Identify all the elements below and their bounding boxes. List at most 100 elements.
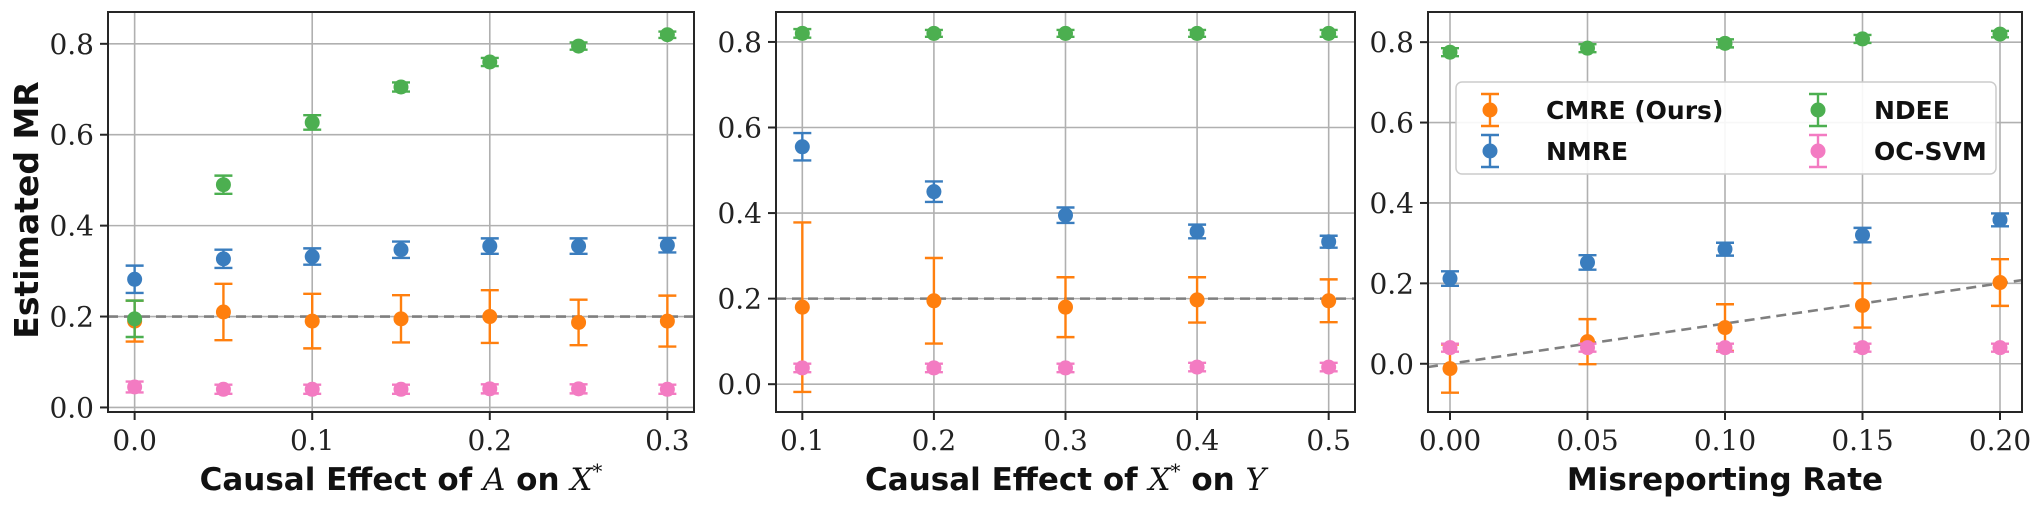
data-point: [571, 314, 587, 330]
x-tick-label: 0.15: [1831, 424, 1893, 457]
data-point: [393, 79, 409, 95]
data-point: [659, 381, 675, 397]
data-point: [393, 381, 409, 397]
legend-box: [1455, 81, 1997, 175]
x-tick-label: 0.4: [1175, 424, 1220, 457]
x-axis-label: Misreporting Rate: [1567, 462, 1883, 498]
data-point: [1855, 297, 1870, 313]
x-tick-label: 0.1: [780, 424, 825, 457]
y-tick-label: 0.8: [717, 26, 762, 59]
legend-marker: [1810, 102, 1826, 118]
axes-frame: [1427, 11, 2023, 413]
data-point: [1717, 241, 1733, 257]
y-tick-label: 0.2: [1369, 267, 1414, 300]
data-point: [1189, 359, 1205, 375]
y-tick-label: 0.0: [49, 391, 94, 424]
data-point: [571, 381, 587, 397]
series-oc-svm: [1441, 340, 2009, 356]
y-tick-label: 0.4: [49, 210, 94, 243]
data-point: [127, 379, 143, 395]
series-oc-svm: [793, 359, 1338, 376]
data-point: [794, 299, 810, 315]
data-point: [1321, 234, 1337, 250]
data-point: [1992, 212, 2008, 228]
legend: CMRE (Ours) NMRE NDEE OC-SVM: [1455, 81, 1997, 175]
data-point: [393, 311, 409, 327]
series-nmre: [125, 236, 677, 295]
data-point: [1189, 292, 1205, 308]
legend-entry: NDEE: [1809, 92, 1950, 128]
data-point: [794, 360, 810, 376]
reference-line: [1427, 278, 2023, 369]
x-tick-label: 0.5: [1306, 424, 1351, 457]
data-point: [127, 271, 143, 287]
data-point: [1321, 359, 1337, 375]
data-point: [926, 360, 942, 376]
data-point: [794, 25, 810, 41]
legend-label: OC-SVM: [1874, 137, 1987, 166]
series-oc-svm: [125, 379, 677, 397]
data-point: [659, 237, 675, 253]
legend-marker: [1482, 102, 1498, 118]
data-point: [1442, 44, 1458, 60]
legend-label: NMRE: [1546, 137, 1628, 166]
data-point: [1855, 227, 1870, 243]
x-tick-label: 0.0: [112, 424, 157, 457]
legend-entry: OC-SVM: [1809, 133, 1987, 169]
data-point: [1992, 26, 2008, 42]
data-point: [926, 293, 942, 309]
data-point: [1855, 340, 1870, 356]
data-point: [1717, 340, 1733, 356]
data-point: [1717, 35, 1733, 51]
y-axis-label: Estimated MR: [7, 81, 46, 338]
x-tick-label: 0.00: [1419, 424, 1481, 457]
y-tick-label: 0.4: [717, 197, 762, 230]
x-axis-label: Causal Effect of X* on Y: [865, 459, 1268, 498]
data-point: [1058, 360, 1073, 376]
x-tick-label: 0.2: [912, 424, 957, 457]
data-point: [1058, 25, 1073, 41]
axes-frame: [775, 11, 1356, 413]
data-point: [482, 381, 498, 397]
data-point: [1580, 40, 1595, 56]
chart-panel-2: 0.1 0.2 0.3 0.4 0.5 0.0 0.2 0.4 0.6 0.8 Causal Eff…: [717, 11, 1356, 498]
legend-entry: CMRE (Ours): [1481, 92, 1723, 128]
data-point: [304, 313, 320, 329]
data-point: [1442, 340, 1458, 356]
series-ndee: [1441, 26, 2009, 60]
data-point: [1992, 275, 2008, 291]
legend-marker: [1810, 143, 1826, 159]
legend-marker: [1482, 143, 1498, 159]
data-point: [127, 311, 143, 327]
data-point: [215, 177, 231, 193]
series-cmre-ours: [793, 221, 1338, 394]
data-point: [926, 25, 942, 41]
y-tick-label: 0.2: [49, 301, 94, 334]
data-point: [1442, 271, 1458, 287]
data-point: [1717, 320, 1733, 336]
data-point: [215, 304, 231, 320]
data-point: [1321, 293, 1337, 309]
data-point: [482, 54, 498, 70]
y-tick-label: 0.6: [1369, 107, 1414, 140]
x-tick-label: 0.1: [290, 424, 335, 457]
data-point: [304, 381, 320, 397]
x-tick-label: 0.05: [1556, 424, 1618, 457]
data-point: [1855, 31, 1870, 47]
x-tick-label: 0.3: [1043, 424, 1088, 457]
data-point: [215, 381, 231, 397]
chart-panel-1: 0.0 0.1 0.2 0.3 0.0 0.2 0.4 0.6 0.8 Causal Effect…: [49, 11, 695, 498]
y-tick-label: 0.6: [717, 112, 762, 145]
series-nmre: [1441, 212, 2009, 287]
data-point: [1321, 25, 1337, 41]
data-point: [1058, 207, 1073, 223]
data-point: [1580, 254, 1595, 270]
data-point: [1992, 340, 2008, 356]
x-tick-label: 0.3: [645, 424, 690, 457]
chart-panel-3: 0.00 0.05 0.10 0.15 0.20 0.0 0.2 0.4 0.6 0.8 Misre…: [1369, 11, 2031, 498]
y-tick-label: 0.8: [49, 28, 94, 61]
data-point: [571, 38, 587, 54]
x-tick-label: 0.10: [1694, 424, 1756, 457]
series-ndee: [125, 27, 677, 339]
